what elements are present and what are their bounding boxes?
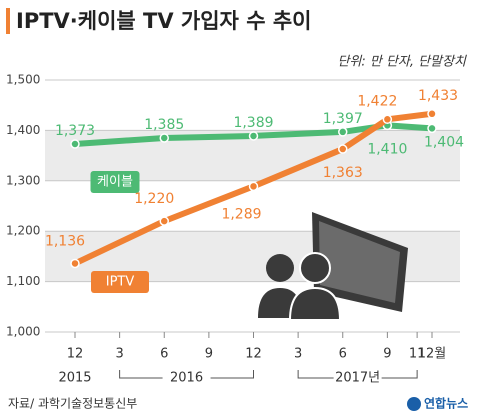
point xyxy=(159,216,169,226)
x-tick-label: 12 xyxy=(67,347,84,362)
x-tick-label: 11 xyxy=(409,347,426,362)
point xyxy=(159,133,169,143)
x-tick-label: 12 xyxy=(245,347,262,362)
series-line xyxy=(74,122,433,148)
x-tick-label: 12월 xyxy=(418,347,447,362)
value-label: 1,289 xyxy=(221,206,261,222)
x-tick-label: 3 xyxy=(115,347,123,362)
point xyxy=(70,258,80,269)
value-label: 1,363 xyxy=(323,165,363,181)
point xyxy=(248,131,259,141)
point xyxy=(427,109,437,119)
value-label: 1,410 xyxy=(367,141,407,157)
legend-label: 케이블 xyxy=(97,175,133,190)
value-label: 1,385 xyxy=(144,117,184,133)
value-label: 1,433 xyxy=(418,88,458,104)
y-tick-label: 1,300 xyxy=(6,173,40,187)
point xyxy=(338,144,348,154)
x-tick-label: 3 xyxy=(294,347,302,362)
tv-icon xyxy=(258,212,408,321)
point xyxy=(248,181,259,192)
value-label: 1,389 xyxy=(233,115,273,131)
point xyxy=(382,114,393,125)
x-group-label: 2015 xyxy=(58,371,91,386)
source: 자료/ 과학기술정보통신부 xyxy=(8,397,137,411)
legend-box xyxy=(91,271,149,293)
y-tick-label: 1,100 xyxy=(6,274,40,288)
y-tick-label: 1,000 xyxy=(6,325,40,339)
x-tick-label: 9 xyxy=(205,347,213,362)
point xyxy=(427,123,437,134)
value-label: 1,397 xyxy=(323,111,363,127)
value-label: 1,220 xyxy=(134,191,174,207)
x-group-label: 2016 xyxy=(170,371,203,386)
logo: 연합뉴스 xyxy=(424,396,468,411)
legend-box xyxy=(90,171,140,193)
value-label: 1,404 xyxy=(424,134,464,150)
x-tick-label: 9 xyxy=(383,347,391,362)
y-tick-label: 1,200 xyxy=(6,224,40,238)
x-tick-label: 6 xyxy=(160,347,168,362)
value-label: 1,136 xyxy=(45,233,85,249)
legend-label: IPTV xyxy=(106,275,135,290)
year-bracket xyxy=(297,370,418,379)
x-tick-label: 6 xyxy=(339,347,347,362)
y-tick-label: 1,500 xyxy=(6,73,40,87)
chart-subtitle: 단위: 만 단자, 단말장치 xyxy=(337,55,467,70)
x-group-label: 2017년 xyxy=(335,371,380,386)
chart-title: IPTV·케이블 TV 가입자 수 추이 xyxy=(16,9,311,33)
year-bracket xyxy=(119,370,254,379)
point xyxy=(70,139,80,149)
y-tick-label: 1,400 xyxy=(6,123,40,137)
value-label: 1,422 xyxy=(357,93,397,109)
plot: 1,000 1,100 1,200 1,300 1,400 1,500 12 3 6 9 12 3 6 9… xyxy=(6,73,464,386)
title-accent xyxy=(6,8,10,34)
value-label: 1,373 xyxy=(55,123,95,139)
logo-mark xyxy=(407,397,421,411)
point xyxy=(338,127,348,137)
series-line xyxy=(73,110,433,267)
